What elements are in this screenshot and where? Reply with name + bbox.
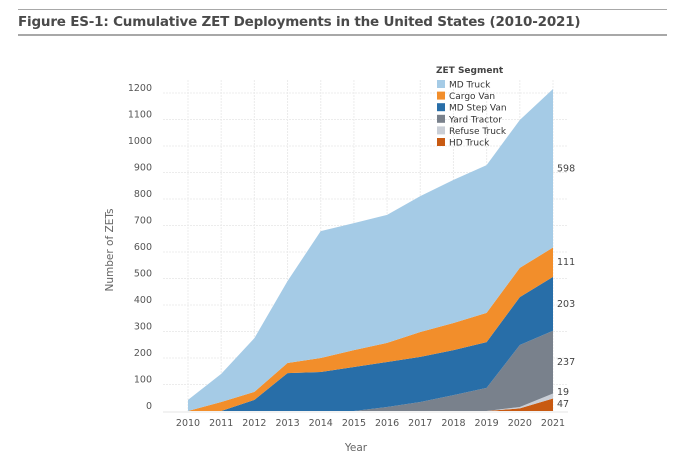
title-rule-top (18, 9, 667, 10)
y-tick-label: 100 (134, 375, 152, 386)
title-rule-bottom (18, 34, 667, 36)
area-md-step-van (188, 276, 553, 411)
area-cargo-van (188, 247, 553, 411)
x-tick-label: 2019 (475, 418, 499, 429)
y-tick-label: 1100 (128, 110, 152, 121)
x-tick-label: 2011 (209, 418, 233, 429)
x-axis-title: Year (344, 442, 368, 454)
end-label: 598 (557, 163, 575, 174)
x-tick-label: 2013 (275, 418, 299, 429)
y-tick-label: 300 (134, 322, 152, 333)
x-tick-label: 2014 (309, 418, 333, 429)
y-axis-ticks: 0 100 200 300 400 500 600 700 800 900 1000 1100 1200 (128, 83, 152, 412)
x-tick-label: 2015 (342, 418, 366, 429)
x-tick-label: 2017 (408, 418, 432, 429)
y-tick-label: 800 (134, 189, 152, 200)
area-md-truck (188, 89, 553, 411)
x-tick-label: 2010 (176, 418, 200, 429)
y-tick-label: 1000 (128, 136, 152, 147)
y-tick-label: 200 (134, 348, 152, 359)
x-tick-label: 2021 (541, 418, 565, 429)
end-label: 203 (557, 299, 575, 310)
legend-swatch (437, 126, 445, 135)
x-tick-label: 2012 (242, 418, 266, 429)
x-tick-label: 2020 (508, 418, 532, 429)
legend-label: HD Truck (449, 139, 490, 149)
end-label: 19 (557, 387, 569, 398)
y-tick-label: 1200 (128, 83, 152, 94)
y-tick-label: 700 (134, 216, 152, 227)
area-yard-tractor (188, 330, 553, 411)
legend-swatch (437, 103, 445, 112)
legend-label: MD Truck (449, 81, 491, 91)
legend-label: Yard Tractor (448, 115, 502, 125)
y-tick-label: 900 (134, 163, 152, 174)
area-hd-truck (188, 398, 553, 411)
end-label: 111 (557, 257, 575, 268)
legend-label: MD Step Van (449, 104, 507, 114)
x-tick-label: 2016 (375, 418, 399, 429)
y-tick-label: 0 (146, 401, 152, 412)
x-axis-ticks: 2010 2011 2012 2013 2014 2015 2016 2017 2018 2019… (176, 418, 565, 429)
figure-title: Figure ES-1: Cumulative ZET Deployments … (18, 14, 581, 30)
legend-swatch (437, 114, 445, 123)
legend-swatch (437, 138, 445, 146)
legend-title: ZET Segment (436, 66, 504, 76)
y-tick-label: 600 (134, 242, 152, 253)
legend-swatch (437, 91, 445, 100)
legend-label: Refuse Truck (449, 127, 507, 137)
end-label: 47 (557, 399, 569, 410)
end-label: 237 (557, 357, 575, 368)
y-tick-label: 400 (134, 295, 152, 306)
area-series (188, 89, 553, 411)
y-tick-label: 500 (134, 269, 152, 280)
legend-label: Cargo Van (449, 92, 495, 102)
x-tick-label: 2018 (441, 418, 465, 429)
y-axis-title: Number of ZETs (104, 209, 116, 292)
legend-swatch (437, 80, 445, 88)
